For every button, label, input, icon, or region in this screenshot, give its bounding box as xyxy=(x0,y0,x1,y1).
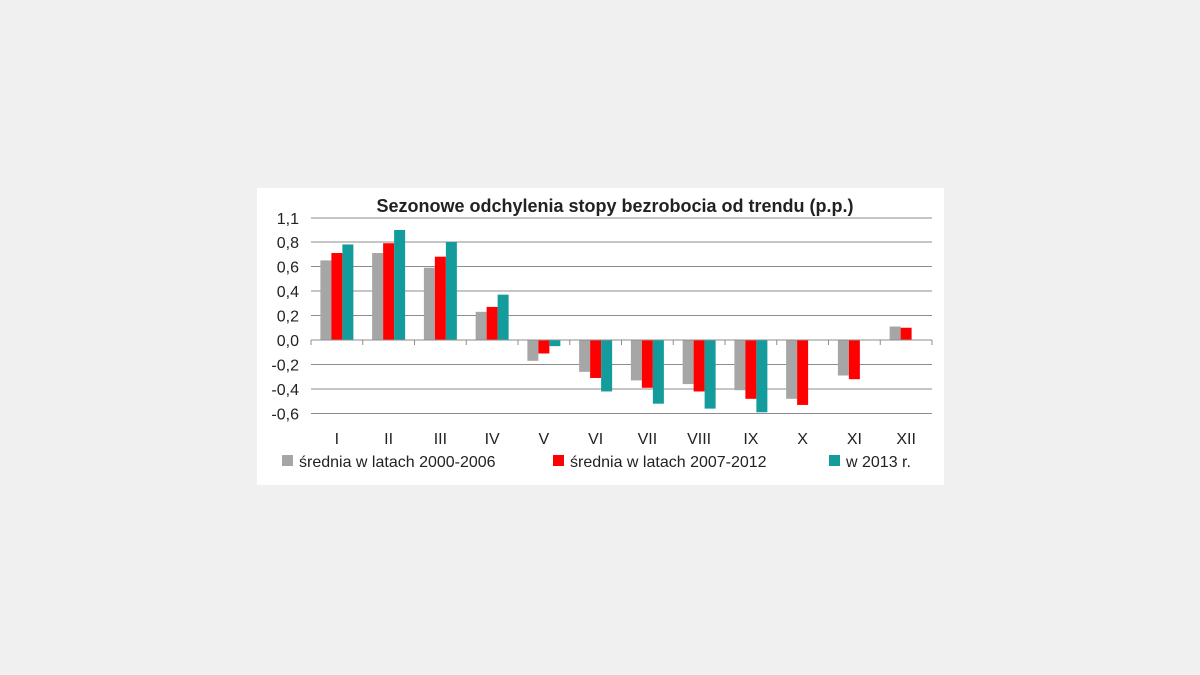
x-tick-label: IV xyxy=(485,431,500,448)
bar xyxy=(320,260,332,340)
legend-label: średnia w latach 2007-2012 xyxy=(570,454,767,471)
bar xyxy=(682,340,694,385)
bar xyxy=(693,340,705,392)
bar xyxy=(372,253,384,340)
bar xyxy=(797,340,809,405)
y-axis-ticks: 1,1 0,8 0,6 0,4 0,2 0,0 -0,2 -0,4 -0,6 xyxy=(271,211,299,424)
bar xyxy=(786,340,798,399)
y-tick-label: 0,4 xyxy=(277,284,299,301)
x-tick-label: V xyxy=(539,431,550,448)
bar-chart: Sezonowe odchylenia stopy bezrobocia od … xyxy=(271,196,933,471)
x-tick-label: III xyxy=(434,431,447,448)
bar xyxy=(641,340,653,388)
bar xyxy=(445,242,457,340)
x-tick-label: II xyxy=(384,431,393,448)
x-axis xyxy=(310,339,933,345)
bar xyxy=(538,340,550,354)
legend-swatch xyxy=(553,455,564,466)
y-tick-label: 0,0 xyxy=(277,333,299,350)
y-tick-label: 0,8 xyxy=(277,235,299,252)
y-tick-label: 0,6 xyxy=(277,260,299,277)
legend-label: w 2013 r. xyxy=(845,454,911,471)
x-tick-label: XII xyxy=(896,431,916,448)
bar xyxy=(342,244,354,340)
bar xyxy=(630,340,642,381)
bar xyxy=(900,327,912,340)
x-axis-ticks: I II III IV V VI VII VIII IX X XI XII xyxy=(335,431,916,448)
bar xyxy=(475,311,487,340)
bar xyxy=(837,340,849,376)
bar xyxy=(745,340,757,399)
bar xyxy=(486,306,498,340)
bar xyxy=(527,340,539,361)
bar xyxy=(704,340,716,409)
y-tick-label: -0,4 xyxy=(271,382,299,399)
y-tick-label: 1,1 xyxy=(277,211,299,228)
bar xyxy=(423,267,435,340)
chart-title: Sezonowe odchylenia stopy bezrobocia od … xyxy=(376,196,853,216)
x-tick-label: VI xyxy=(588,431,603,448)
legend-label: średnia w latach 2000-2006 xyxy=(299,454,496,471)
y-tick-label: 0,2 xyxy=(277,309,299,326)
bar xyxy=(652,340,664,404)
bar xyxy=(394,230,406,340)
bar xyxy=(601,340,613,392)
bar xyxy=(434,256,446,340)
x-tick-label: I xyxy=(335,431,339,448)
x-tick-label: XI xyxy=(847,431,862,448)
bar xyxy=(549,340,561,347)
legend: średnia w latach 2000-2006 średnia w lata… xyxy=(282,454,911,471)
legend-swatch xyxy=(282,455,293,466)
bar xyxy=(579,340,591,372)
y-tick-label: -0,2 xyxy=(271,358,299,375)
x-tick-label: X xyxy=(797,431,808,448)
y-tick-label: -0,6 xyxy=(271,407,299,424)
legend-swatch xyxy=(829,455,840,466)
x-tick-label: VII xyxy=(638,431,658,448)
bar xyxy=(734,340,746,391)
bar xyxy=(848,340,860,380)
x-tick-label: IX xyxy=(743,431,758,448)
bar xyxy=(756,340,768,413)
bar xyxy=(331,253,343,340)
bar xyxy=(889,326,901,340)
bar xyxy=(497,294,509,340)
bar xyxy=(590,340,602,378)
bar xyxy=(383,243,395,340)
chart-card: Sezonowe odchylenia stopy bezrobocia od … xyxy=(257,188,944,485)
x-tick-label: VIII xyxy=(687,431,711,448)
bars xyxy=(320,230,912,413)
